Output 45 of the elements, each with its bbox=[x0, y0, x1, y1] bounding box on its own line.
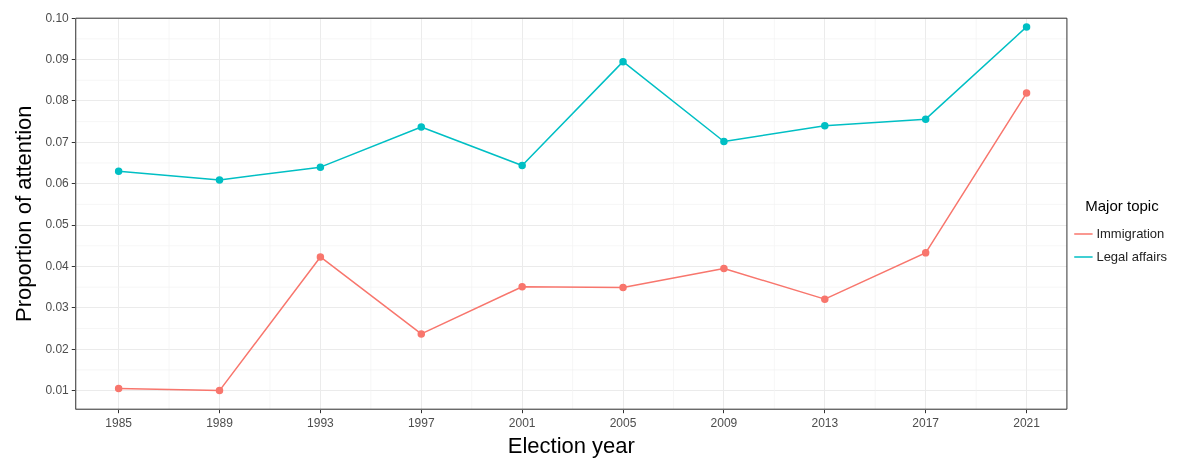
x-tick-label: 2009 bbox=[710, 415, 738, 430]
x-tick-label: 2017 bbox=[912, 415, 940, 430]
point bbox=[821, 295, 829, 303]
point bbox=[316, 163, 325, 171]
y-tick-label: 0.10 bbox=[45, 10, 70, 25]
point bbox=[921, 115, 930, 123]
legend-label: Legal affairs bbox=[1096, 248, 1168, 264]
point bbox=[215, 386, 224, 395]
y-tick-label: 0.01 bbox=[45, 382, 70, 397]
point bbox=[921, 249, 930, 257]
y-tick-label: 0.02 bbox=[45, 341, 70, 356]
legend-label: Immigration bbox=[1096, 225, 1165, 241]
x-tick-label: 1993 bbox=[307, 415, 335, 430]
y-tick-label: 0.06 bbox=[45, 176, 70, 191]
point bbox=[417, 123, 426, 131]
point bbox=[619, 57, 627, 66]
point bbox=[215, 176, 224, 184]
y-tick-label: 0.03 bbox=[45, 300, 70, 315]
x-tick-label: 1997 bbox=[407, 415, 435, 430]
x-tick-label: 2005 bbox=[609, 415, 637, 430]
point bbox=[1022, 89, 1031, 97]
point bbox=[114, 384, 123, 393]
point bbox=[114, 167, 123, 176]
point bbox=[821, 122, 829, 130]
point bbox=[316, 253, 325, 261]
y-axis-title: Proportion of attention bbox=[11, 105, 37, 322]
point bbox=[518, 161, 526, 170]
x-tick-label: 2013 bbox=[811, 415, 839, 430]
x-tick-label: 1985 bbox=[105, 415, 133, 430]
point bbox=[619, 283, 627, 292]
y-tick-label: 0.04 bbox=[45, 258, 70, 273]
point bbox=[417, 330, 426, 338]
point bbox=[1022, 23, 1031, 31]
y-tick-label: 0.07 bbox=[45, 134, 70, 149]
y-tick-label: 0.05 bbox=[45, 217, 70, 232]
y-tick-label: 0.08 bbox=[45, 93, 70, 108]
point bbox=[518, 282, 526, 291]
legend-title: Major topic bbox=[1085, 197, 1160, 215]
x-tick-label: 1989 bbox=[206, 415, 234, 430]
point bbox=[720, 264, 728, 273]
x-tick-label: 2021 bbox=[1013, 415, 1041, 430]
x-tick-label: 2001 bbox=[508, 415, 536, 430]
y-tick-label: 0.09 bbox=[45, 51, 70, 66]
x-axis-title: Election year bbox=[507, 432, 635, 458]
point bbox=[720, 137, 728, 146]
